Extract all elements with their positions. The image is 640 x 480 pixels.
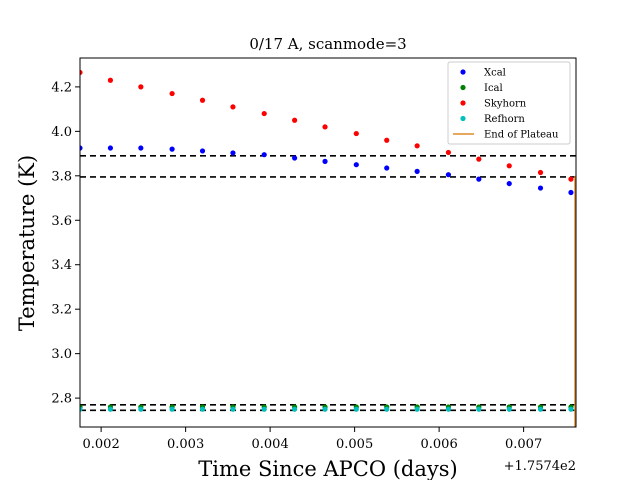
data-point bbox=[445, 172, 452, 178]
data-point bbox=[353, 130, 359, 137]
y-tick-label: 3.8 bbox=[51, 169, 72, 184]
data-point bbox=[230, 150, 236, 156]
data-point bbox=[353, 406, 359, 412]
y-tick-label: 3.0 bbox=[51, 347, 72, 362]
data-point bbox=[322, 124, 328, 130]
data-point bbox=[476, 176, 482, 182]
data-point bbox=[169, 146, 175, 152]
x-tick-label: 0.002 bbox=[83, 437, 120, 452]
data-point bbox=[476, 406, 482, 412]
legend-label: Skyhorn bbox=[484, 99, 527, 110]
data-point bbox=[199, 148, 206, 154]
legend-item: Ical bbox=[460, 83, 503, 94]
data-point bbox=[476, 156, 482, 162]
data-point bbox=[506, 163, 512, 169]
data-point bbox=[230, 406, 236, 412]
data-point bbox=[384, 137, 390, 143]
data-point bbox=[80, 406, 83, 412]
legend-item: End of Plateau bbox=[453, 130, 559, 141]
data-point bbox=[292, 406, 298, 412]
data-point bbox=[445, 406, 452, 412]
legend: Xcal Ical Skyhorn Refhorn End of Plateau bbox=[447, 61, 571, 145]
x-tick-label: 0.003 bbox=[167, 437, 204, 452]
data-point bbox=[506, 180, 512, 187]
data-point bbox=[107, 406, 114, 412]
legend-marker bbox=[460, 115, 466, 122]
legend-marker bbox=[460, 84, 466, 91]
x-axis-label: Time Since APCO (days) bbox=[198, 457, 457, 480]
data-point bbox=[537, 169, 544, 176]
y-tick-label: 3.4 bbox=[51, 258, 72, 273]
data-point bbox=[568, 406, 574, 412]
data-point bbox=[414, 406, 420, 412]
data-point bbox=[322, 406, 328, 412]
data-point bbox=[138, 84, 144, 90]
data-point bbox=[322, 158, 328, 164]
data-point bbox=[138, 145, 144, 151]
series-refhorn bbox=[80, 406, 574, 412]
data-point bbox=[414, 168, 420, 174]
data-point bbox=[353, 162, 359, 168]
series-skyhorn bbox=[80, 69, 574, 182]
y-axis-label: Temperature (K) bbox=[15, 155, 39, 331]
y-tick-label: 2.8 bbox=[51, 392, 72, 407]
y-tick-label: 3.6 bbox=[51, 214, 72, 229]
legend-item: Skyhorn bbox=[460, 99, 527, 110]
data-point bbox=[261, 152, 267, 158]
legend-marker bbox=[460, 100, 466, 106]
data-point bbox=[261, 406, 267, 412]
data-point bbox=[261, 110, 267, 117]
data-point bbox=[568, 189, 574, 196]
data-point bbox=[199, 97, 206, 103]
data-point bbox=[230, 104, 236, 110]
legend-marker bbox=[460, 69, 466, 75]
data-point bbox=[80, 69, 83, 76]
data-point bbox=[107, 77, 114, 83]
legend-box bbox=[447, 61, 571, 145]
data-point bbox=[169, 406, 175, 412]
data-point bbox=[537, 406, 544, 412]
legend-label: Ical bbox=[484, 83, 503, 94]
data-point bbox=[414, 143, 420, 149]
y-tick-label: 4.2 bbox=[51, 80, 72, 95]
legend-item: Refhorn bbox=[460, 114, 525, 125]
data-point bbox=[384, 165, 390, 171]
data-point bbox=[292, 117, 298, 123]
data-point bbox=[384, 406, 390, 412]
data-point bbox=[138, 406, 144, 412]
data-point bbox=[107, 145, 114, 151]
data-point bbox=[199, 406, 206, 412]
x-tick-label: 0.004 bbox=[252, 437, 289, 452]
data-point bbox=[169, 90, 175, 97]
axis-ticks: 0.002 0.003 0.004 0.005 0.006 0.007 2.8 3.0 3.2 3… bbox=[51, 80, 542, 452]
legend-label: End of Plateau bbox=[484, 130, 559, 141]
chart-title: 0/17 A, scanmode=3 bbox=[249, 35, 406, 53]
data-point bbox=[292, 155, 298, 161]
series-xcal bbox=[80, 145, 574, 196]
plot-area bbox=[80, 69, 576, 427]
data-point bbox=[568, 176, 574, 182]
data-point bbox=[537, 185, 544, 191]
legend-label: Xcal bbox=[484, 68, 506, 79]
legend-item: Xcal bbox=[460, 68, 506, 79]
plot-frame bbox=[79, 57, 577, 428]
data-point bbox=[80, 145, 83, 151]
x-tick-label: 0.006 bbox=[421, 437, 458, 452]
data-point bbox=[445, 149, 452, 156]
y-tick-label: 3.2 bbox=[51, 303, 72, 318]
x-tick-label: 0.007 bbox=[505, 437, 542, 452]
legend-label: Refhorn bbox=[484, 114, 525, 125]
data-point bbox=[506, 406, 512, 412]
x-tick-label: 0.005 bbox=[336, 437, 373, 452]
y-tick-label: 4.0 bbox=[51, 125, 72, 140]
x-axis-offset: +1.7574e2 bbox=[504, 459, 576, 474]
